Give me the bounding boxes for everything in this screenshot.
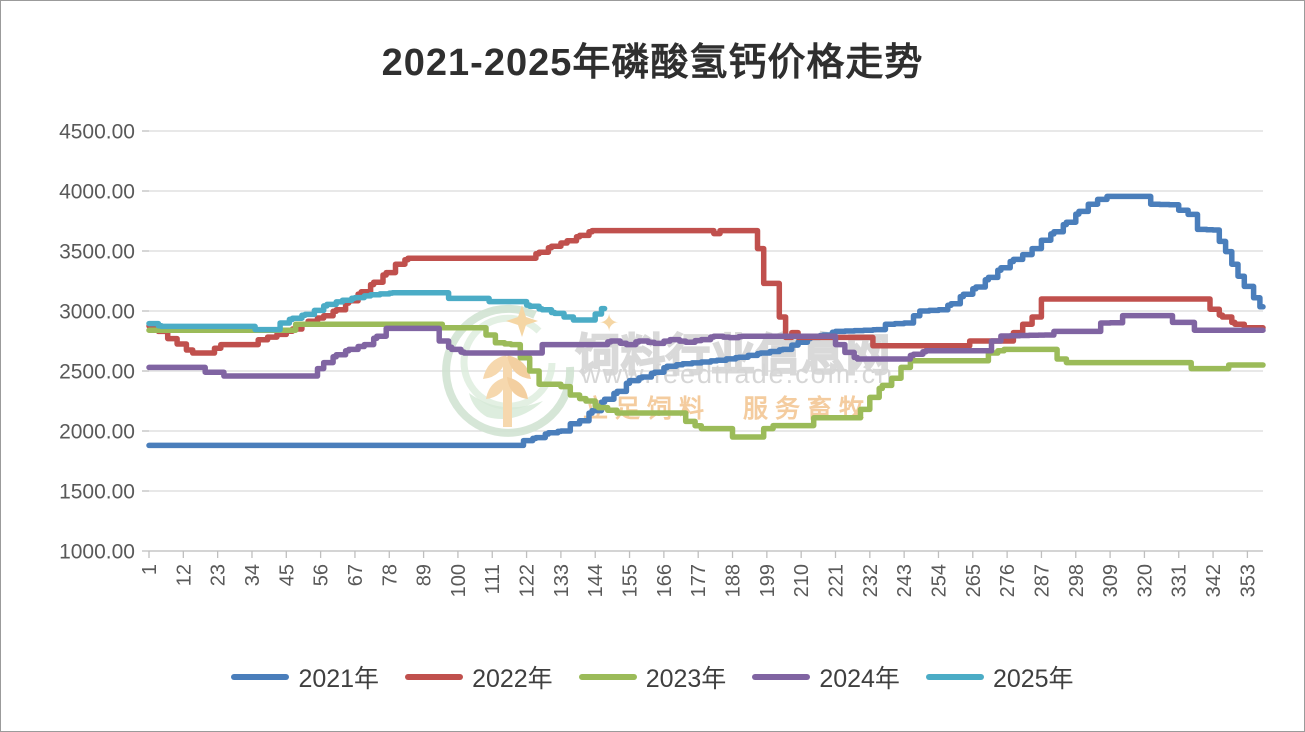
series-line-2021年: [146, 193, 1266, 449]
x-tick-label: 1: [139, 564, 161, 575]
x-tick-label: 199: [757, 564, 779, 597]
legend-label: 2025年: [992, 665, 1074, 693]
x-tick-label: 56: [311, 564, 333, 586]
x-tick-label: 100: [448, 564, 470, 597]
y-tick-label: 3000.00: [59, 300, 135, 323]
x-tick-label: 221: [825, 564, 847, 597]
chart-title: 2021-2025年磷酸氢钙价格走势: [381, 42, 924, 84]
series-line-2023年: [146, 321, 1266, 440]
x-tick-label: 23: [208, 564, 230, 586]
legend-swatch: [752, 674, 811, 680]
legend-item-2024年: 2024年: [752, 659, 900, 695]
y-tick-label: 2500.00: [59, 360, 135, 383]
legend-item-2023年: 2023年: [578, 659, 727, 695]
x-tick-label: 342: [1203, 564, 1225, 597]
y-tick-label: 1000.00: [59, 540, 135, 563]
x-tick-label: 276: [997, 564, 1019, 597]
x-tick-label: 320: [1134, 564, 1156, 597]
x-tick-label: 111: [482, 564, 504, 594]
legend-label: 2023年: [645, 665, 727, 693]
x-tick-label: 67: [345, 564, 367, 586]
y-tick-label: 2000.00: [59, 420, 135, 443]
x-tick-label: 89: [414, 564, 436, 586]
legend-label: 2022年: [472, 665, 553, 693]
legend-label: 2021年: [298, 665, 380, 693]
x-tick-label: 45: [276, 564, 298, 586]
legend-item-2025年: 2025年: [925, 659, 1074, 695]
x-tick-label: 144: [585, 564, 607, 597]
y-tick-label: 4500.00: [59, 120, 135, 143]
legend-label: 2024年: [819, 665, 900, 693]
x-tick-label: 331: [1169, 564, 1191, 597]
series-line-2024年: [146, 312, 1266, 379]
x-tick-label: 155: [620, 564, 642, 597]
x-tick-label: 309: [1100, 564, 1122, 597]
x-tick-label: 133: [551, 564, 573, 597]
x-tick-label: 265: [963, 564, 985, 597]
x-tick-label: 254: [928, 564, 950, 597]
x-tick-label: 353: [1237, 564, 1259, 597]
x-tick-label: 287: [1031, 564, 1053, 597]
chart-legend: 2021年 2022年 2023年 2024年 2025年: [1, 659, 1304, 695]
legend-swatch: [578, 674, 637, 680]
legend-item-2021年: 2021年: [231, 659, 379, 695]
x-tick-label: 34: [242, 564, 264, 586]
legend-swatch: [405, 674, 464, 680]
x-tick-label: 243: [894, 564, 916, 597]
x-tick-label: 298: [1066, 564, 1088, 597]
x-tick-label: 78: [379, 564, 401, 586]
x-tick-label: 122: [517, 564, 539, 597]
x-tick-label: 232: [860, 564, 882, 597]
x-tick-label: 210: [791, 564, 813, 597]
x-tick-label: 188: [723, 564, 745, 597]
y-tick-label: 4000.00: [59, 180, 135, 203]
x-tick-label: 177: [688, 564, 710, 597]
legend-swatch: [231, 674, 290, 680]
x-tick-label: 166: [654, 564, 676, 597]
y-tick-label: 3500.00: [59, 240, 135, 263]
series-line-2025年: [146, 290, 608, 333]
x-tick-label: 12: [173, 564, 195, 586]
legend-swatch: [925, 674, 984, 680]
y-tick-label: 1500.00: [59, 480, 135, 503]
series-line-2022年: [146, 227, 1266, 356]
legend-item-2022年: 2022年: [405, 659, 553, 695]
